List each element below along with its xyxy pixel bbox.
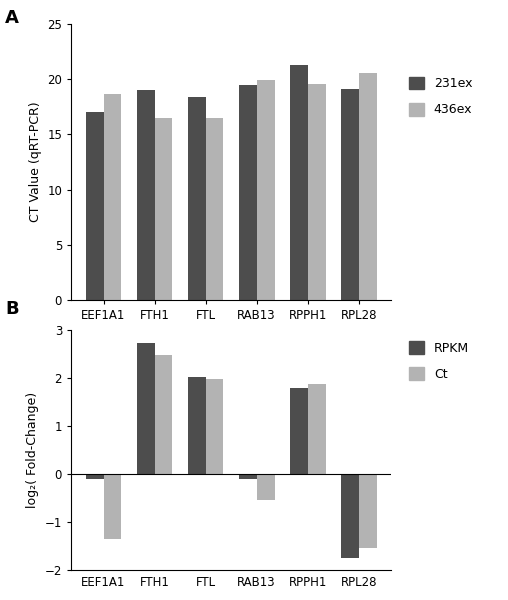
Y-axis label: CT Value (qRT-PCR): CT Value (qRT-PCR) — [28, 101, 42, 223]
Bar — [206, 118, 224, 300]
Bar — [104, 474, 121, 539]
Bar — [359, 474, 376, 548]
Legend: RPKM, Ct: RPKM, Ct — [404, 336, 474, 386]
Text: FTH1: FTH1 — [140, 576, 170, 589]
Text: EEF1A1: EEF1A1 — [81, 576, 125, 589]
Y-axis label: log₂( Fold-Change): log₂( Fold-Change) — [26, 392, 39, 508]
Bar — [341, 474, 359, 558]
Bar — [206, 379, 224, 474]
Text: B: B — [5, 300, 19, 318]
Text: FTL: FTL — [196, 576, 216, 589]
Text: RPPH1: RPPH1 — [289, 576, 327, 589]
Bar — [137, 90, 154, 300]
Bar — [154, 118, 172, 300]
Text: RAB13: RAB13 — [237, 576, 276, 589]
Bar — [290, 65, 308, 300]
Bar — [239, 474, 257, 479]
Bar — [86, 474, 104, 479]
Bar — [257, 80, 274, 300]
Bar — [154, 355, 172, 474]
Bar — [104, 94, 121, 300]
Bar — [137, 343, 154, 474]
Bar — [86, 112, 104, 300]
Bar — [188, 97, 206, 300]
Text: A: A — [5, 9, 19, 27]
Bar — [257, 474, 274, 500]
Text: RPL28: RPL28 — [340, 576, 377, 589]
Bar — [188, 377, 206, 474]
Legend: 231ex, 436ex: 231ex, 436ex — [404, 71, 478, 121]
Bar — [239, 85, 257, 300]
Bar — [308, 83, 326, 300]
Bar — [290, 388, 308, 474]
Bar — [359, 73, 376, 300]
Bar — [341, 89, 359, 300]
Bar — [308, 384, 326, 474]
